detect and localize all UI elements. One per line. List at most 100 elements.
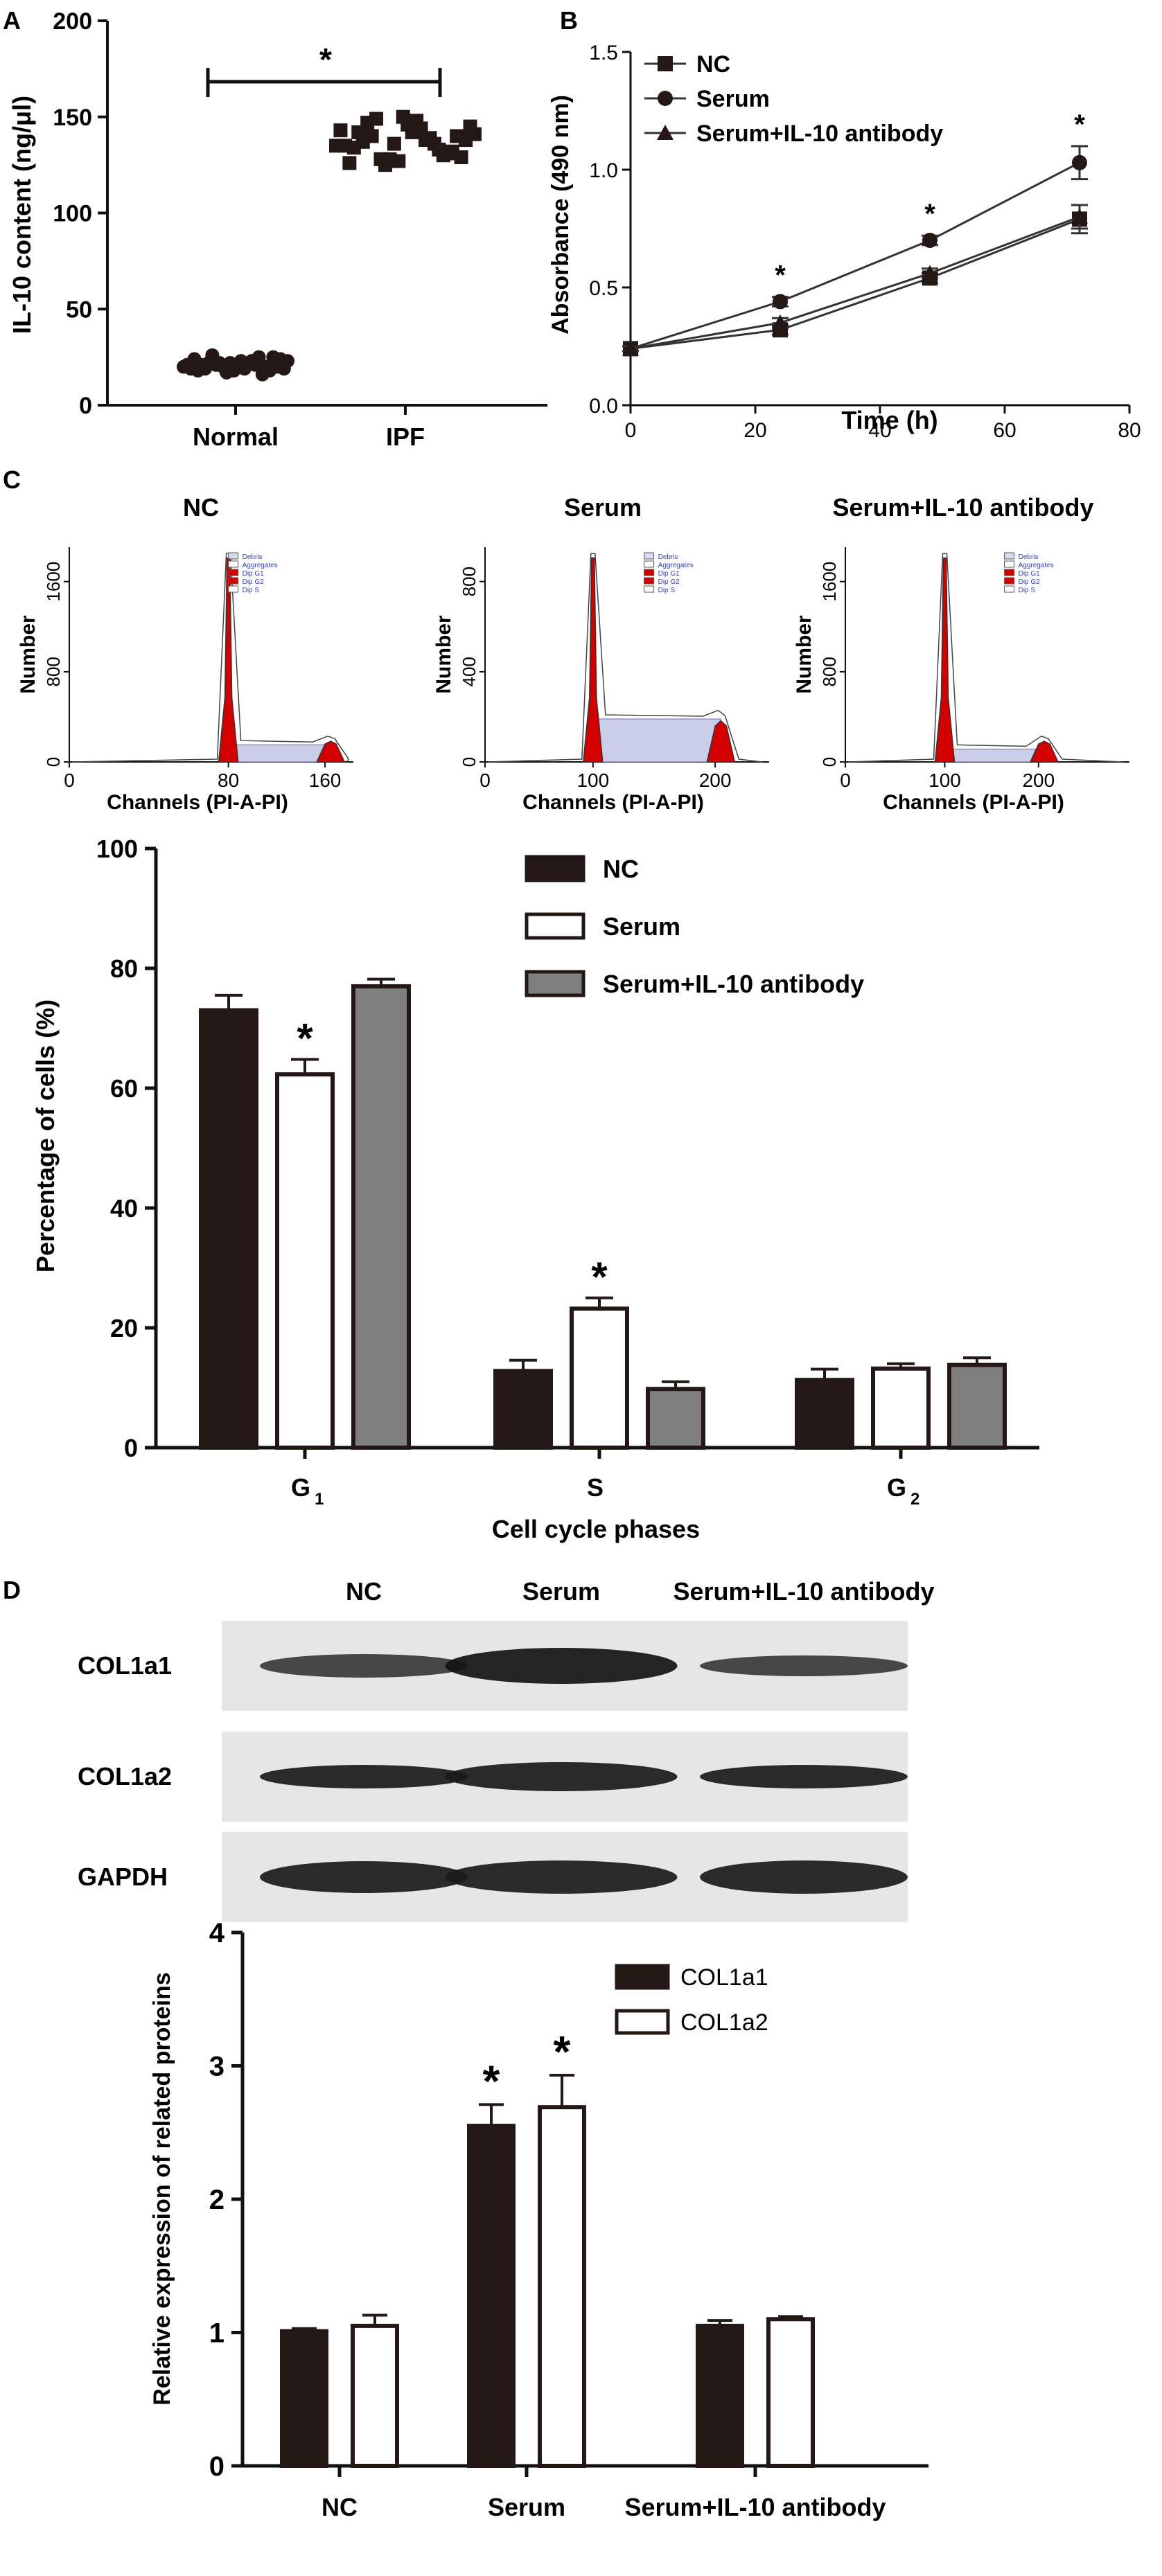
c-bar-legend-label: Serum+IL-10 antibody [603, 970, 864, 998]
c-bar-x-axis-label: Cell cycle phases [492, 1515, 700, 1543]
hist-nc-title: NC [183, 493, 219, 522]
d-bar-legend-label: COL1a1 [680, 1964, 768, 1991]
hist-y-tick-label: 0 [43, 757, 64, 767]
hist-y-tick-label: 1600 [819, 562, 840, 602]
hist-serum-il10-title: Serum+IL-10 antibody [832, 493, 1093, 522]
c-bar-y-tick-label: 80 [110, 954, 138, 983]
hist-legend-swatch [644, 560, 655, 568]
d-bar-x-tick-label: Serum [488, 2493, 565, 2521]
a-ipf-point [342, 156, 357, 170]
a-normal-point [209, 357, 223, 372]
d-bar-y-tick-label: 3 [209, 2052, 225, 2082]
c-bar [795, 1378, 854, 1450]
hist-legend-label: Debris [243, 553, 263, 561]
hist-x-tick-label: 0 [840, 770, 851, 791]
b-x-tick-label: 0 [625, 419, 637, 442]
a-y-tick-label: 50 [66, 296, 92, 323]
a-ipf-point [436, 148, 450, 163]
blot-band [445, 1860, 678, 1894]
a-y-tick-label: 0 [79, 393, 92, 419]
panel-d-western-blot: NC Serum Serum+IL-10 antibody COL1a1 COL1a2 G… [78, 1577, 935, 1922]
a-ipf-point [427, 136, 441, 151]
hist-legend-swatch [644, 569, 655, 576]
b-data-point [922, 265, 938, 281]
hist-s-phase-band [228, 744, 331, 763]
hist-x-tick-label: 100 [576, 770, 609, 791]
hist-legend-swatch [644, 577, 655, 585]
a-y-axis-label: IL-10 content (ng/μl) [8, 96, 36, 334]
d-bar-legend-swatch [615, 2009, 670, 2035]
b-legend-label: NC [696, 51, 730, 78]
d-bar [766, 2317, 815, 2468]
hist-legend-swatch [1004, 585, 1015, 593]
panel-c-bar-chart: Percentage of cells (%) Cell cycle phase… [31, 835, 1039, 1543]
d-bar-y-tick-label: 0 [209, 2451, 225, 2482]
blot-band [260, 1861, 468, 1893]
blot-band [260, 1654, 468, 1678]
blot-row-label: COL1a2 [78, 1762, 172, 1791]
blot-band [700, 1860, 908, 1894]
b-legend-label: Serum [696, 86, 770, 112]
c-bar [646, 1387, 705, 1450]
hist-x-tick-label: 0 [479, 770, 491, 791]
c-bar-x-tick-label: G [887, 1473, 906, 1502]
c-bar-legend-swatch [525, 970, 586, 997]
hist-legend-label: Dip G1 [1019, 570, 1041, 578]
b-data-point [773, 294, 788, 310]
panel-letter-d: D [3, 1576, 21, 1604]
b-y-tick-label: 1.0 [589, 159, 618, 182]
hist-g2-peak [316, 740, 346, 763]
hist-serum-title: Serum [564, 493, 642, 522]
blot-band [700, 1655, 908, 1676]
c-bar-y-tick-label: 0 [124, 1434, 138, 1462]
blot-row-label: COL1a1 [78, 1651, 172, 1680]
b-y-tick-label: 0.0 [589, 395, 618, 418]
b-x-tick-label: 40 [868, 419, 891, 442]
b-significance-asterisk: * [924, 199, 935, 229]
hist-legend-swatch [1004, 560, 1015, 568]
hist-y-axis-label: Number [432, 615, 455, 694]
b-data-point [772, 314, 789, 330]
a-y-tick-label: 100 [53, 201, 92, 227]
blot-band [445, 1762, 678, 1791]
hist-legend-swatch [228, 577, 239, 585]
blot-lane-label: Serum [522, 1577, 600, 1606]
hist-g2-peak [706, 720, 736, 763]
d-bar-x-tick-label: NC [322, 2493, 358, 2521]
hist-x-tick-label: 0 [64, 770, 75, 791]
hist-legend-swatch [644, 585, 655, 593]
c-bar-x-tick-subscript: 2 [910, 1490, 919, 1509]
c-bar-y-tick-label: 100 [96, 835, 138, 863]
hist-outline [487, 553, 763, 763]
hist-g2-peak [1029, 740, 1059, 763]
c-bar-legend-label: NC [603, 855, 639, 883]
d-bar-y-tick-label: 4 [209, 1918, 225, 1948]
a-ipf-point [337, 139, 352, 153]
hist-s-phase-band [592, 718, 721, 763]
b-data-point [1071, 208, 1088, 224]
c-bar [351, 984, 411, 1450]
hist-y-tick-label: 800 [43, 657, 64, 686]
hist-legend-label: Dip G2 [658, 578, 680, 586]
blot-lane-label: Serum+IL-10 antibody [673, 1577, 934, 1606]
d-bar [351, 2323, 399, 2468]
b-significance-asterisk: * [775, 260, 786, 291]
hist-legend-label: Aggregates [1019, 562, 1054, 569]
d-bar-legend-label: COL1a2 [680, 2009, 768, 2036]
c-bar [871, 1366, 931, 1450]
b-data-point [622, 340, 639, 356]
hist-legend-label: Dip S [658, 587, 676, 594]
a-ipf-point [360, 116, 375, 130]
hist-legend-label: Debris [1019, 553, 1039, 561]
hist-y-tick-label: 1600 [43, 562, 64, 602]
b-series-line [630, 161, 1080, 350]
panel-d-bar-chart: Relative expression of related proteins … [149, 1918, 928, 2521]
b-data-point [922, 233, 937, 248]
hist-x-tick-label: 100 [928, 770, 961, 791]
hist-legend-swatch [228, 560, 239, 568]
d-bar-y-tick-label: 2 [209, 2185, 225, 2215]
b-series-line [630, 218, 1080, 350]
hist-legend-label: Dip G1 [658, 570, 680, 578]
c-bar [275, 1072, 335, 1450]
blot-band [700, 1765, 908, 1788]
